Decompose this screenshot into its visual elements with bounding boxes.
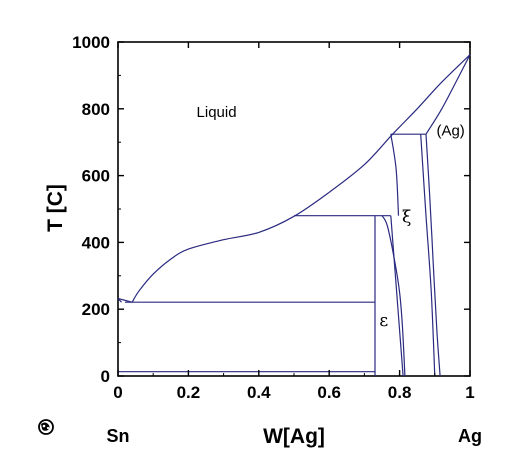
x-tick-label: 0.6	[317, 383, 341, 402]
phase-boundary-line	[420, 134, 436, 377]
axes-frame	[117, 41, 471, 377]
phase-boundary-line	[381, 215, 406, 377]
x-tick-label: 1	[465, 383, 474, 402]
y-tick-label: 0	[101, 367, 110, 386]
region-label: (Ag)	[436, 123, 464, 140]
region-label: ξ	[402, 207, 411, 227]
x-axis-title: W[Ag]	[263, 425, 325, 448]
phase-boundary-line	[390, 134, 400, 216]
region-label: Liquid	[197, 104, 237, 121]
globe-icon	[38, 419, 54, 435]
left-end-label: Sn	[106, 426, 129, 446]
x-tick-label: 0.2	[177, 383, 201, 402]
phase-boundary-line	[131, 54, 471, 303]
plot-frame	[117, 41, 471, 377]
phase-boundaries	[117, 54, 471, 377]
y-tick-label: 400	[82, 233, 110, 252]
x-tick-label: 0	[113, 383, 122, 402]
phase-boundary-line	[117, 298, 122, 303]
phase-boundary-line	[117, 297, 133, 303]
region-labels: Liquid (Ag) ξ ε	[197, 104, 465, 331]
region-label: ε	[379, 311, 388, 331]
phase-boundary-line	[425, 134, 441, 377]
y-axis-title: T [C]	[44, 184, 67, 232]
x-tick-label: 0.8	[388, 383, 412, 402]
phase-boundary-line	[425, 54, 471, 135]
right-end-label: Ag	[458, 426, 482, 446]
phase-boundary-line	[390, 215, 404, 377]
y-tick-label: 200	[82, 300, 110, 319]
y-tick-label: 1000	[72, 33, 110, 52]
y-tick-label: 600	[82, 167, 110, 186]
y-tick-label: 800	[82, 100, 110, 119]
x-tick-label: 0.4	[247, 383, 271, 402]
axis-ticks: 0 0.2 0.4 0.6 0.8 1 0 200 400 600 800 1000	[72, 33, 475, 402]
